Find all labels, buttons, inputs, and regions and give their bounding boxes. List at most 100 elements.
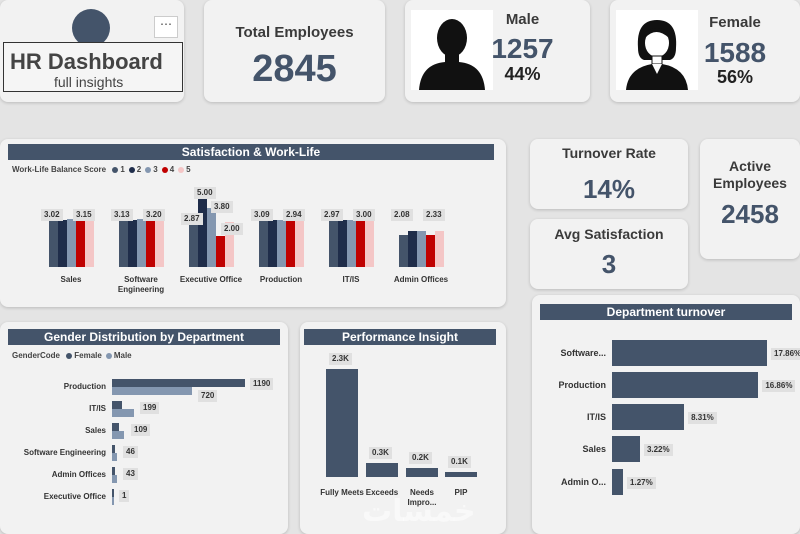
performance-category-label: Needs Impro... — [407, 488, 437, 507]
legend-swatch-3 — [145, 166, 152, 173]
satisfaction-data-label: 2.00 — [221, 223, 243, 235]
gender-data-label: 109 — [131, 424, 151, 436]
turnover-rate-card: Turnover Rate 14% — [530, 139, 688, 209]
turnover-value-label: 1.27% — [627, 477, 656, 489]
ellipsis-icon[interactable]: ⋯ — [154, 16, 178, 38]
satisfaction-bar — [408, 230, 417, 267]
satisfaction-bar — [347, 220, 356, 267]
satisfaction-title: Satisfaction & Work-Life — [8, 144, 494, 160]
legend-label-2: 2 — [136, 165, 142, 174]
gender-category-label: Software Engineering — [23, 448, 106, 457]
satisfaction-bar — [198, 189, 207, 267]
performance-title: Performance Insight — [304, 329, 496, 345]
satisfaction-bar — [356, 220, 365, 267]
satisfaction-category-label: Executive Office — [179, 275, 243, 284]
female-percent: 56% — [716, 67, 754, 87]
dashboard-subtitle: full insights — [54, 74, 124, 90]
satisfaction-bar — [49, 220, 58, 267]
female-label: Female — [709, 14, 761, 31]
satisfaction-bar — [435, 230, 444, 267]
satisfaction-bar — [128, 220, 137, 267]
legend-swatch-male — [105, 352, 112, 359]
total-employees-value: 2845 — [252, 48, 337, 90]
satisfaction-bar — [286, 218, 295, 267]
turnover-value-label: 3.22% — [643, 444, 673, 456]
gender-bar-female — [112, 401, 122, 409]
turnover-bar — [612, 436, 640, 462]
legend-swatch-female — [66, 352, 73, 359]
satisfaction-bar — [277, 220, 286, 267]
male-silhouette-icon — [419, 19, 485, 90]
dashboard-title: HR Dashboard — [10, 49, 163, 74]
turnover-value-label: 8.31% — [688, 412, 717, 424]
active-employees-value: 2458 — [721, 199, 779, 229]
satisfaction-bar — [207, 207, 216, 267]
gender-bar-female — [112, 379, 245, 387]
satisfaction-bar — [268, 220, 277, 267]
turnover-category-label: Software... — [560, 348, 606, 358]
satisfaction-data-label: 3.15 — [73, 209, 95, 221]
avg-satisfaction-value: 3 — [601, 249, 617, 279]
legend-label-5: 5 — [186, 165, 191, 174]
satisfaction-bar — [85, 217, 94, 267]
gender-bar-female — [112, 445, 116, 453]
satisfaction-bar — [329, 220, 338, 267]
satisfaction-bar — [155, 217, 164, 267]
satisfaction-bar — [225, 222, 234, 267]
turnover-category-label: Admin O... — [561, 477, 606, 487]
performance-bar — [445, 472, 477, 477]
dept-turnover-card: Department turnover Software... 17.86% Pro… — [532, 295, 800, 534]
gender-bar-male — [112, 387, 193, 395]
satisfaction-bar — [399, 234, 408, 267]
satisfaction-data-label: 2.08 — [391, 209, 413, 221]
turnover-category-label: IT/IS — [586, 412, 606, 422]
satisfaction-bar — [76, 219, 85, 267]
satisfaction-data-label: 3.02 — [41, 209, 63, 221]
turnover-category-label: Production — [558, 380, 607, 390]
female-card: Female 1588 56% — [610, 0, 800, 102]
gender-data-label: 1 — [119, 490, 130, 502]
gender-bar-female — [112, 423, 120, 431]
gender-bar-female — [112, 489, 114, 497]
performance-chart: 2.3K Fully Meets 0.3K Exceeds 0.2K Needs Impr… — [300, 322, 506, 534]
gender-data-label: 46 — [123, 446, 138, 458]
legend-title: Work-Life Balance Score — [12, 165, 107, 174]
legend-label-1: 1 — [120, 165, 125, 174]
gender-bar-male — [112, 409, 135, 417]
male-label: Male — [505, 11, 540, 28]
gender-title: Gender Distribution by Department — [8, 329, 280, 345]
turnover-bar — [612, 372, 759, 398]
gender-bar-male — [112, 475, 117, 483]
gender-category-label: Admin Offices — [51, 470, 106, 479]
female-count: 1588 — [703, 37, 767, 68]
gender-data-label: 199 — [140, 402, 160, 414]
satisfaction-legend: Work-Life Balance Score 1 2 3 4 5 — [12, 165, 191, 174]
satisfaction-category-label: Software Engineering — [117, 275, 165, 294]
turnover-value-label: 17.86% — [771, 348, 800, 360]
performance-bar — [326, 369, 358, 477]
legend-label-male: Male — [113, 351, 132, 360]
satisfaction-data-label: 3.00 — [353, 209, 375, 221]
male-percent: 44% — [504, 64, 541, 84]
satisfaction-data-label: 2.94 — [283, 209, 305, 221]
active-employees-label: Active Employees — [713, 158, 787, 191]
gender-category-label: Sales — [85, 426, 106, 435]
gender-category-label: IT/IS — [89, 404, 106, 413]
satisfaction-bar — [146, 218, 155, 267]
satisfaction-bar — [58, 220, 67, 267]
performance-category-label: PIP — [454, 488, 468, 497]
gender-bar-male — [112, 431, 125, 439]
male-card: Male 1257 44% — [405, 0, 590, 102]
male-icon-box — [411, 10, 493, 90]
legend-label-3: 3 — [153, 165, 158, 174]
performance-value-label: 0.3K — [369, 446, 392, 459]
title-box: HR Dashboard full insights — [3, 42, 183, 92]
legend-label-4: 4 — [169, 165, 175, 174]
gender-data-label: 720 — [198, 390, 218, 402]
legend-label-female: Female — [74, 351, 102, 360]
satisfaction-data-label: 3.09 — [251, 209, 273, 221]
gender-data-label: 43 — [123, 468, 138, 480]
satisfaction-bar — [67, 218, 76, 267]
satisfaction-bar — [119, 220, 128, 267]
gender-legend: GenderCode Female Male — [12, 351, 132, 360]
